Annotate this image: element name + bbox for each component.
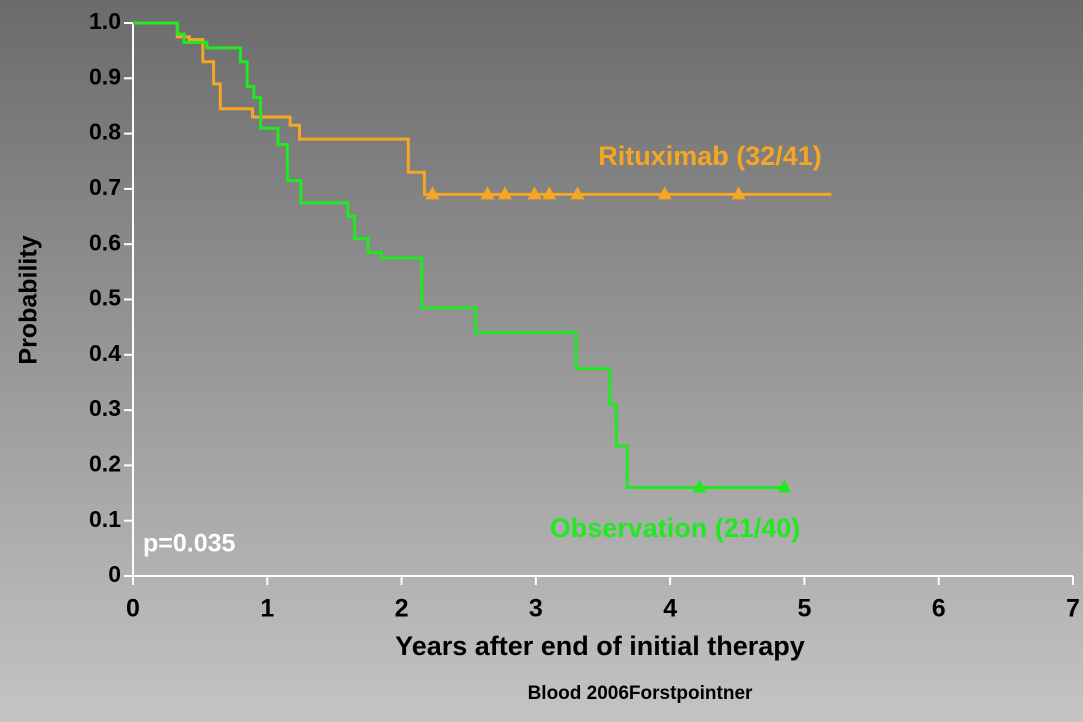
x-tick-label: 1 [260,595,274,623]
y-tick-label: 0.1 [89,506,121,532]
y-tick-label: 0 [108,561,121,587]
y-axis-title: Probability [15,235,43,364]
p-value: p=0.035 [143,530,236,558]
censor-mark [497,186,512,200]
survival-line [133,21,832,196]
y-tick-label: 0.9 [89,63,121,89]
source: Blood 2006Forstpointner [528,683,753,704]
y-tick-label: 0.8 [89,119,121,145]
censor-mark [425,186,440,200]
y-tick-label: 0.3 [89,395,121,421]
censor-mark [731,186,746,200]
y-tick-label: 0.4 [89,340,121,366]
y-tick-label: 0.7 [89,174,121,200]
y-tick-label: 0.6 [89,229,121,255]
censor-mark [777,479,792,493]
x-tick-label: 3 [529,595,543,623]
y-tick-label: 1.0 [89,8,121,34]
censor-mark [657,186,672,200]
series-label: Rituximab (32/41) [598,141,822,171]
x-tick-label: 5 [797,595,811,623]
x-tick-label: 0 [126,595,140,623]
censor-mark [570,186,585,200]
y-tick-label: 0.2 [89,450,121,476]
x-axis-title: Years after end of initial therapy [395,631,805,661]
censor-mark [480,186,495,200]
censor-mark [527,186,542,200]
x-tick-label: 2 [395,595,409,623]
y-tick-label: 0.5 [89,285,121,311]
censor-mark [542,186,557,200]
x-tick-label: 6 [932,595,946,623]
series-label: Observation (21/40) [550,513,801,543]
survival-line [133,21,785,490]
x-tick-label: 4 [663,595,677,623]
x-tick-label: 7 [1066,595,1080,623]
censor-mark [692,479,707,493]
